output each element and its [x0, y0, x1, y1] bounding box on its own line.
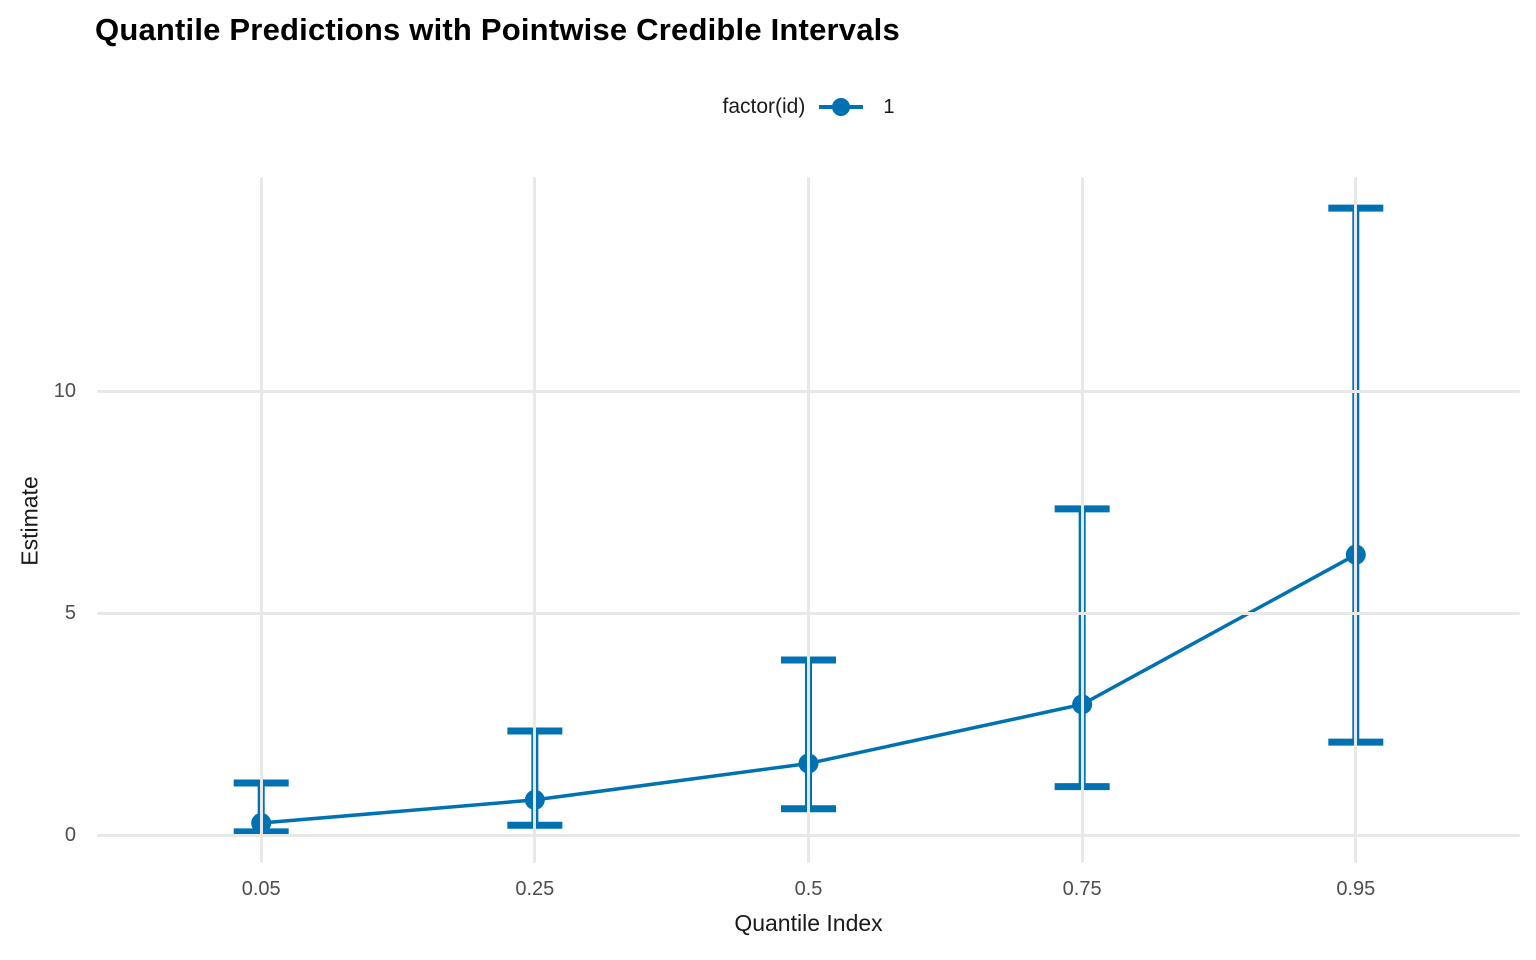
legend-title: factor(id): [722, 95, 806, 118]
x-tick-label: 0.05: [241, 878, 281, 900]
x-axis-tick-labels: 0.05 0.25 0.5 0.75 0.95: [97, 878, 1520, 902]
x-gridline: [1080, 177, 1084, 863]
x-gridline: [807, 177, 810, 863]
y-tick-label: 5: [64, 602, 76, 625]
chart-title: Quantile Predictions with Pointwise Cred…: [95, 12, 900, 47]
x-gridline: [1354, 177, 1358, 863]
x-tick-label: 0.95: [1336, 878, 1376, 900]
x-tick-label: 0.5: [794, 878, 823, 900]
legend-item-label: 1: [883, 95, 895, 118]
y-tick-label: 0: [64, 824, 76, 847]
y-axis-title: Estimate: [16, 476, 43, 566]
x-tick-label: 0.25: [515, 878, 555, 900]
pointrange-key-icon: [819, 98, 864, 116]
y-tick-label: 10: [53, 380, 76, 403]
legend-key-icon: [818, 94, 864, 120]
x-gridline: [259, 177, 263, 863]
x-axis-title: Quantile Index: [734, 910, 883, 936]
legend: factor(id) 1: [97, 92, 1520, 122]
x-tick-label: 0.75: [1062, 878, 1102, 900]
plot-panel: [97, 177, 1520, 863]
y-axis-tick-labels: 0 5 10: [0, 0, 76, 960]
x-gridline: [533, 177, 537, 863]
